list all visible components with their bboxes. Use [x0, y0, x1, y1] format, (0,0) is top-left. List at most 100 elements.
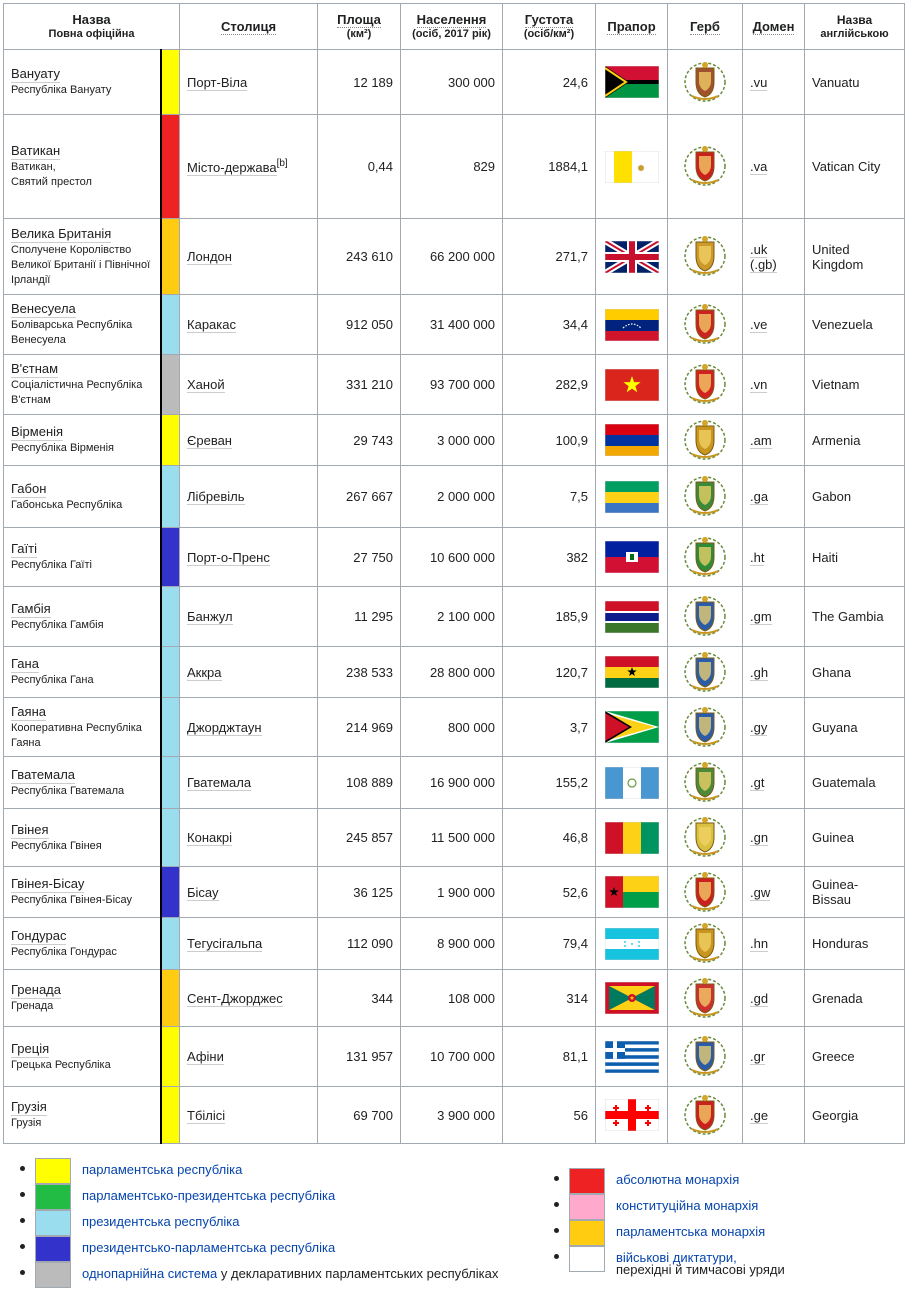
- footnote-link[interactable]: [b]: [276, 158, 288, 170]
- domain-link[interactable]: .ht: [750, 549, 765, 566]
- legend-link[interactable]: однопарнійна система: [82, 1266, 218, 1281]
- col-header-flag[interactable]: Прапор: [595, 3, 669, 50]
- domain-link[interactable]: .gt: [750, 775, 765, 791]
- country-link[interactable]: Габон: [11, 480, 47, 498]
- flag-image[interactable]: [604, 766, 659, 799]
- flag-image[interactable]: [604, 541, 659, 573]
- flag-image[interactable]: [604, 66, 659, 98]
- legend-link[interactable]: президентсько-парламентська республіка: [82, 1240, 336, 1255]
- flag-image[interactable]: [604, 150, 659, 183]
- domain-link[interactable]: .gn: [750, 830, 769, 846]
- col-header-english[interactable]: Назва англійською: [804, 3, 906, 50]
- capital-link[interactable]: Джорджтаун: [187, 719, 262, 736]
- coat-of-arms-image[interactable]: [682, 416, 728, 465]
- domain-link[interactable]: .vn: [750, 377, 768, 393]
- coat-of-arms-image[interactable]: [682, 868, 728, 917]
- col-header-name[interactable]: Назва Повна офіційна: [2, 3, 181, 50]
- domain-link[interactable]: .gh: [750, 664, 769, 681]
- country-link[interactable]: В'єтнам: [11, 361, 59, 378]
- coat-of-arms-image[interactable]: [682, 974, 728, 1023]
- capital-link[interactable]: Тбілісі: [187, 1107, 226, 1124]
- flag-image[interactable]: [604, 656, 659, 688]
- flag-image[interactable]: [604, 711, 659, 743]
- domain-link[interactable]: .gy: [750, 719, 768, 736]
- capital-link[interactable]: Конакрі: [187, 830, 233, 846]
- flag-image[interactable]: [604, 424, 659, 456]
- flag-image[interactable]: [604, 982, 659, 1014]
- country-link[interactable]: Венесуела: [11, 301, 76, 318]
- domain-link[interactable]: .ve: [750, 317, 768, 333]
- capital-link[interactable]: Тегусігальпа: [187, 936, 263, 952]
- country-link[interactable]: Гондурас: [11, 927, 67, 945]
- capital-link[interactable]: Банжул: [187, 609, 233, 625]
- flag-image[interactable]: [604, 1040, 659, 1073]
- flag-image[interactable]: [604, 308, 659, 341]
- capital-link[interactable]: Каракас: [187, 317, 236, 333]
- country-link[interactable]: Гренада: [11, 982, 61, 999]
- coat-of-arms-image[interactable]: [682, 813, 728, 862]
- capital-link[interactable]: Місто-держава: [187, 159, 277, 176]
- country-link[interactable]: Вануату: [11, 66, 60, 83]
- col-header-capital[interactable]: Столиця: [179, 3, 319, 50]
- flag-image[interactable]: [604, 600, 659, 633]
- coat-of-arms-image[interactable]: [682, 648, 728, 697]
- legend-link[interactable]: парламентська республіка: [82, 1162, 243, 1177]
- country-link[interactable]: Гамбія: [11, 600, 51, 618]
- capital-link[interactable]: Аккра: [187, 664, 222, 681]
- country-link[interactable]: Велика Британія: [11, 225, 112, 243]
- coat-of-arms-image[interactable]: [682, 232, 728, 281]
- coat-of-arms-image[interactable]: [682, 592, 728, 641]
- coat-of-arms-image[interactable]: [682, 300, 728, 349]
- coat-of-arms-image[interactable]: [682, 758, 728, 807]
- flag-image[interactable]: [604, 876, 659, 908]
- flag-image[interactable]: [604, 240, 659, 273]
- col-header-domain[interactable]: Домен: [742, 3, 806, 50]
- legend-link[interactable]: конституційна монархія: [616, 1198, 759, 1213]
- country-link[interactable]: Гвінея: [11, 821, 49, 839]
- country-link[interactable]: Гана: [11, 656, 39, 673]
- coat-of-arms-image[interactable]: [682, 360, 728, 409]
- domain-link[interactable]: .ga: [750, 489, 769, 505]
- col-header-coat[interactable]: Герб: [667, 3, 744, 50]
- col-header-area[interactable]: Площа (км²): [317, 3, 402, 50]
- country-link[interactable]: Гаїті: [11, 541, 37, 558]
- domain-link[interactable]: .uk (.gb): [750, 241, 777, 273]
- domain-link[interactable]: .va: [750, 159, 768, 175]
- flag-image[interactable]: [604, 821, 659, 854]
- country-link[interactable]: Греція: [11, 1040, 50, 1058]
- coat-of-arms-image[interactable]: [682, 1032, 728, 1081]
- capital-link[interactable]: Бісау: [187, 884, 219, 901]
- domain-link[interactable]: .gm: [750, 609, 772, 625]
- col-header-density[interactable]: Густота (осіб/км²): [502, 3, 597, 50]
- legend-link[interactable]: парламентська монархія: [616, 1224, 766, 1239]
- legend-link[interactable]: президентська республіка: [82, 1214, 240, 1229]
- country-link[interactable]: Ватикан: [11, 143, 61, 160]
- coat-of-arms-image[interactable]: [682, 533, 728, 582]
- domain-link[interactable]: .vu: [750, 74, 768, 91]
- capital-link[interactable]: Порт-Віла: [187, 74, 248, 91]
- country-link[interactable]: Гаяна: [11, 703, 46, 721]
- capital-link[interactable]: Гватемала: [187, 775, 252, 791]
- domain-link[interactable]: .gr: [750, 1049, 766, 1065]
- legend-link[interactable]: парламентсько-президентська республіка: [82, 1188, 336, 1203]
- domain-link[interactable]: .ge: [750, 1107, 769, 1124]
- legend-link[interactable]: абсолютна монархія: [616, 1172, 740, 1187]
- coat-of-arms-image[interactable]: [682, 1091, 728, 1140]
- coat-of-arms-image[interactable]: [682, 142, 728, 191]
- coat-of-arms-image[interactable]: [682, 919, 728, 968]
- capital-link[interactable]: Порт-о-Пренс: [187, 549, 270, 566]
- flag-image[interactable]: [604, 368, 659, 401]
- domain-link[interactable]: .hn: [750, 936, 769, 952]
- flag-image[interactable]: [604, 480, 659, 513]
- legend-link[interactable]: військові диктатури,: [616, 1250, 737, 1265]
- country-link[interactable]: Грузія: [11, 1099, 47, 1116]
- flag-image[interactable]: [604, 927, 659, 960]
- capital-link[interactable]: Ханой: [187, 377, 225, 393]
- capital-link[interactable]: Лібревіль: [187, 489, 245, 505]
- flag-image[interactable]: [604, 1099, 659, 1131]
- country-link[interactable]: Вірменія: [11, 424, 64, 441]
- domain-link[interactable]: .gd: [750, 990, 769, 1007]
- capital-link[interactable]: Сент-Джорджес: [187, 990, 283, 1007]
- col-header-population[interactable]: Населення (осіб, 2017 рік): [400, 3, 504, 50]
- country-link[interactable]: Гвінея-Бісау: [11, 876, 85, 893]
